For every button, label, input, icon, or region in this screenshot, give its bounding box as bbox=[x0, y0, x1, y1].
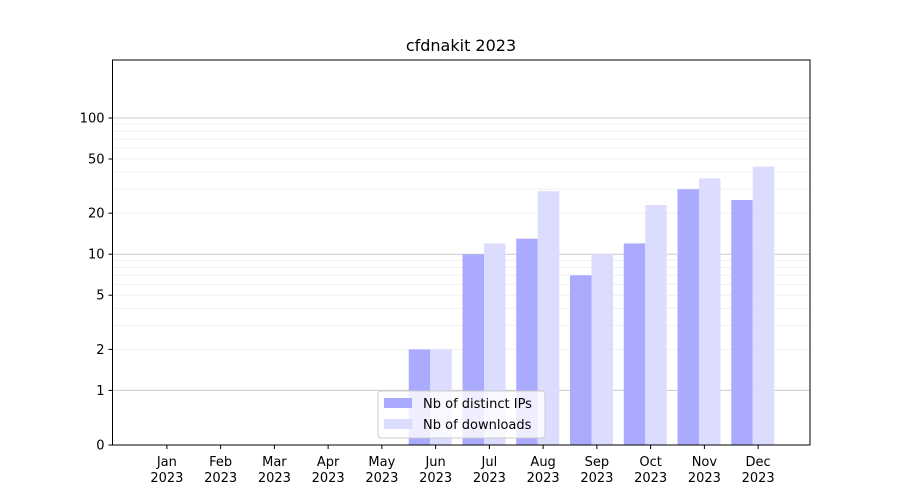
y-axis: 0 1 2 5 10 20 50 100 bbox=[80, 112, 113, 454]
legend-box bbox=[377, 390, 546, 439]
y-tick-label: 0 bbox=[96, 439, 104, 454]
y-tick-label: 1 bbox=[96, 384, 104, 399]
bar-downloads-dec bbox=[752, 166, 775, 445]
x-tick-label-month: Apr bbox=[317, 455, 340, 470]
x-tick-label-year: 2023 bbox=[634, 471, 667, 486]
plot-frame bbox=[112, 59, 811, 446]
bar-distinct-ips-oct bbox=[623, 243, 646, 445]
x-axis: Jan2023Feb2023Mar2023Apr2023May2023Jun20… bbox=[150, 445, 775, 486]
x-tick-label-year: 2023 bbox=[527, 471, 560, 486]
y-tick-label: 100 bbox=[80, 112, 105, 127]
bar-downloads-sep bbox=[591, 254, 613, 445]
bar-distinct-ips-sep bbox=[570, 275, 592, 445]
y-tick-label: 2 bbox=[96, 343, 104, 358]
x-tick-label-month: Sep bbox=[585, 455, 610, 470]
x-tick-label-month: Jul bbox=[481, 455, 498, 470]
y-tick-label: 50 bbox=[88, 153, 105, 168]
legend-label-distinct-ips: Nb of distinct IPs bbox=[423, 397, 532, 412]
x-tick-label-month: Oct bbox=[639, 455, 661, 470]
bar-downloads-aug bbox=[537, 191, 560, 445]
x-tick-label-year: 2023 bbox=[204, 471, 237, 486]
x-tick-label-year: 2023 bbox=[580, 471, 613, 486]
legend-swatch-distinct-ips bbox=[384, 398, 412, 408]
x-tick-label-year: 2023 bbox=[312, 471, 345, 486]
x-tick-label-month: Feb bbox=[209, 455, 232, 470]
x-tick-label-year: 2023 bbox=[688, 471, 721, 486]
y-tick-label: 5 bbox=[96, 289, 104, 304]
x-tick-label-year: 2023 bbox=[473, 471, 506, 486]
x-tick-label-month: Jun bbox=[424, 455, 445, 470]
legend-swatch-downloads bbox=[384, 419, 412, 429]
bar-distinct-ips-dec bbox=[731, 200, 753, 445]
y-tick-label: 10 bbox=[88, 248, 105, 263]
chart-title: cfdnakit 2023 bbox=[406, 36, 516, 55]
x-tick-label-year: 2023 bbox=[258, 471, 291, 486]
x-tick-label-month: May bbox=[368, 455, 395, 470]
legend: Nb of distinct IPs Nb of downloads bbox=[377, 390, 546, 439]
grid-lines bbox=[112, 117, 810, 391]
bar-downloads-nov bbox=[699, 178, 721, 446]
x-tick-label-year: 2023 bbox=[150, 471, 183, 486]
bar-distinct-ips-nov bbox=[677, 189, 699, 445]
y-tick-label: 20 bbox=[88, 207, 105, 222]
bar-downloads-oct bbox=[645, 204, 667, 445]
x-tick-label-month: Mar bbox=[262, 455, 287, 470]
x-tick-label-month: Aug bbox=[530, 455, 555, 470]
x-tick-label-year: 2023 bbox=[742, 471, 775, 486]
legend-label-downloads: Nb of downloads bbox=[423, 418, 532, 433]
x-tick-label-year: 2023 bbox=[365, 471, 398, 486]
x-tick-label-month: Dec bbox=[746, 455, 771, 470]
x-tick-label-month: Jan bbox=[156, 455, 177, 470]
x-tick-label-year: 2023 bbox=[419, 471, 452, 486]
x-tick-label-month: Nov bbox=[692, 455, 718, 470]
